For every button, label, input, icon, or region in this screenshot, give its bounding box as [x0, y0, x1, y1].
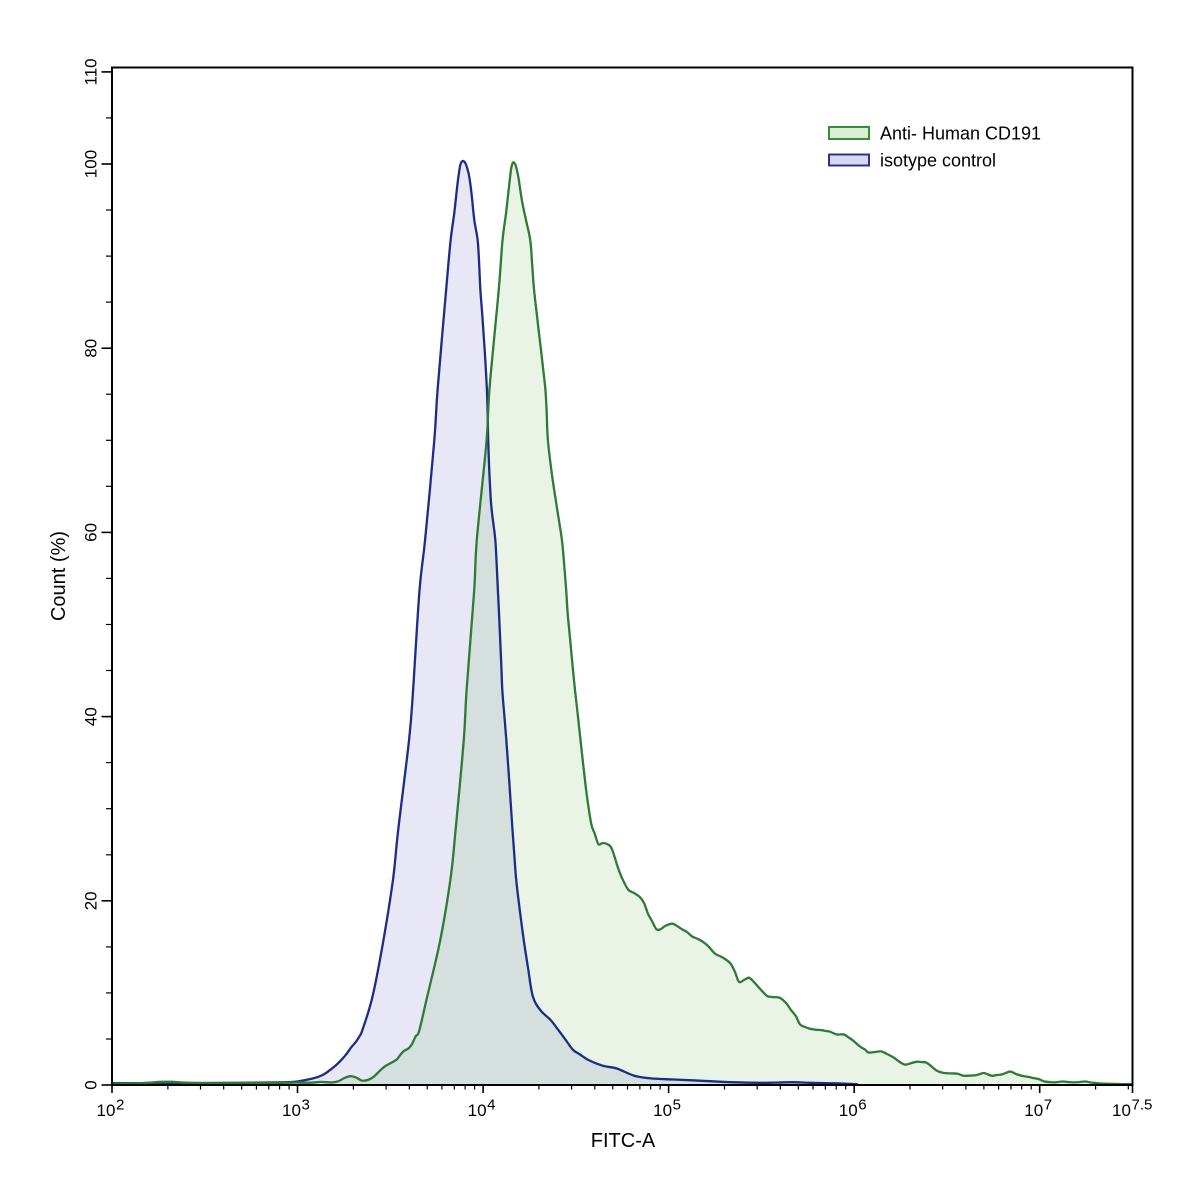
svg-text:80: 80 — [82, 339, 101, 358]
svg-text:10: 10 — [97, 1101, 116, 1120]
svg-text:10: 10 — [1024, 1101, 1043, 1120]
svg-text:FITC-A: FITC-A — [591, 1130, 656, 1152]
svg-text:6: 6 — [858, 1097, 866, 1114]
svg-text:isotype control: isotype control — [880, 151, 996, 171]
svg-text:Anti- Human CD191: Anti- Human CD191 — [880, 124, 1041, 144]
svg-text:40: 40 — [82, 707, 101, 726]
svg-text:7.5: 7.5 — [1132, 1097, 1153, 1114]
svg-text:4: 4 — [487, 1097, 495, 1114]
svg-text:10: 10 — [1112, 1101, 1131, 1120]
svg-text:10: 10 — [468, 1101, 487, 1120]
svg-text:20: 20 — [82, 891, 101, 910]
svg-text:110: 110 — [82, 58, 101, 85]
svg-text:5: 5 — [673, 1097, 681, 1114]
svg-text:10: 10 — [282, 1101, 301, 1120]
svg-text:100: 100 — [82, 150, 101, 178]
svg-text:10: 10 — [839, 1101, 858, 1120]
svg-text:60: 60 — [82, 523, 101, 542]
svg-text:10: 10 — [653, 1101, 672, 1120]
svg-text:2: 2 — [116, 1097, 124, 1114]
svg-text:3: 3 — [302, 1097, 310, 1114]
svg-text:0: 0 — [82, 1080, 101, 1089]
svg-text:Count (%): Count (%) — [48, 531, 70, 621]
svg-text:7: 7 — [1044, 1097, 1052, 1114]
